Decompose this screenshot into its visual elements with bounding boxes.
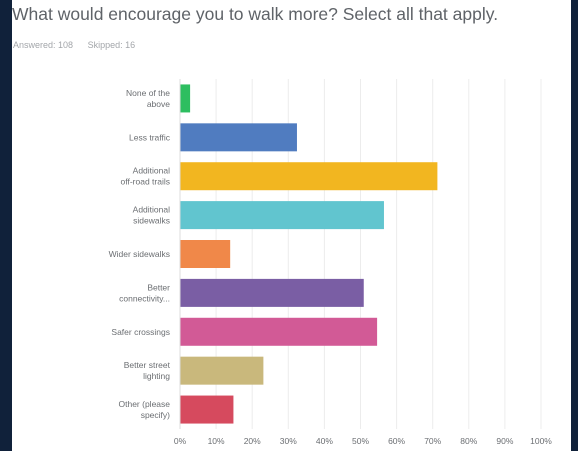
x-tick-label: 70% (424, 436, 441, 446)
answered-count: Answered: 108 (13, 40, 74, 50)
x-tick-label: 20% (244, 436, 261, 446)
x-tick-label: 100% (530, 436, 552, 446)
x-tick-label: 50% (352, 436, 369, 446)
bar (180, 278, 364, 307)
category-label: Other (please (119, 399, 171, 409)
category-label: Wider sidewalks (109, 249, 170, 259)
skipped-count: Skipped: 16 (87, 40, 136, 50)
x-tick-label: 10% (208, 436, 225, 446)
bar (180, 356, 264, 385)
category-label: Additional (133, 205, 170, 215)
category-label: connectivity... (119, 293, 170, 303)
x-tick-label: 0% (174, 436, 187, 446)
category-label: None of the (126, 88, 170, 98)
response-stats: Answered: 108 Skipped: 16 (13, 40, 135, 50)
bar (180, 240, 231, 268)
category-label: Better (147, 282, 170, 292)
category-label: Better street (124, 360, 171, 370)
x-tick-label: 30% (280, 436, 297, 446)
category-label: Safer crossings (111, 327, 170, 337)
category-label: Additional (133, 166, 170, 176)
bar (180, 162, 438, 191)
bar (180, 84, 191, 113)
x-tick-label: 60% (388, 436, 405, 446)
x-tick-label: 40% (316, 436, 333, 446)
category-label: sidewalks (133, 216, 170, 226)
bar (180, 123, 297, 152)
bar (180, 395, 234, 424)
x-tick-label: 80% (460, 436, 477, 446)
question-title: What would encourage you to walk more? S… (12, 4, 499, 24)
category-label: specify) (141, 410, 170, 420)
bar-chart: 0% 10% 20% 30% 40% 50% 60% 70% 80% 90% 100% None of… (109, 79, 552, 446)
bar (180, 201, 384, 230)
category-label: Less traffic (129, 132, 171, 142)
category-label: above (147, 99, 170, 109)
category-label: off-road trails (121, 177, 170, 187)
x-tick-label: 90% (496, 436, 513, 446)
bar (180, 317, 378, 346)
survey-panel: What would encourage you to walk more? S… (12, 0, 571, 451)
category-label: lighting (143, 371, 170, 381)
